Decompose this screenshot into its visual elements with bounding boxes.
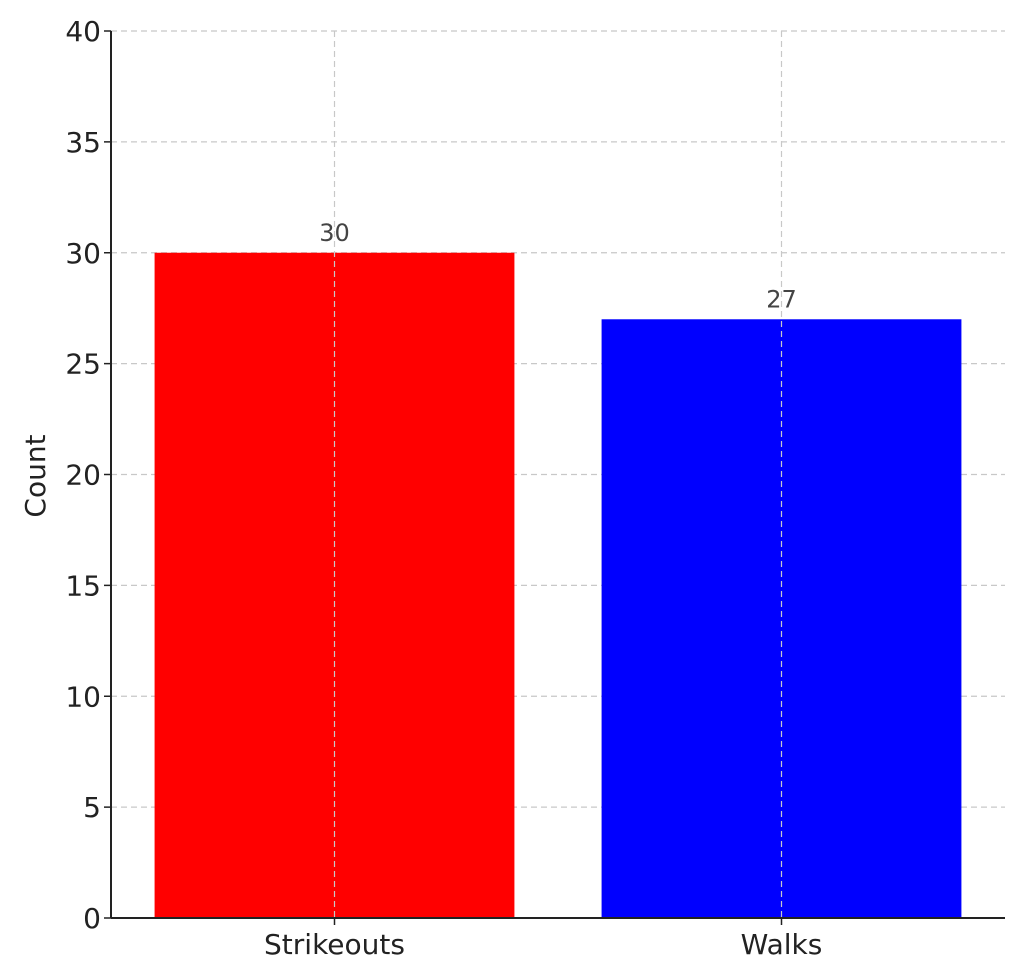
bar-walks — [601, 319, 962, 918]
bar-value-label: 27 — [766, 285, 797, 313]
y-tick-label: 25 — [65, 348, 101, 381]
bars — [154, 252, 962, 918]
data-labels: 30 27 — [319, 31, 797, 918]
y-tick-label: 5 — [83, 791, 101, 824]
y-tick-label: 30 — [65, 237, 101, 270]
y-tick-label: 0 — [83, 902, 101, 935]
y-tick-label: 15 — [65, 569, 101, 602]
y-tick-label: 20 — [65, 459, 101, 492]
x-tick-label: Strikeouts — [264, 928, 405, 961]
x-tick-label: Walks — [741, 928, 823, 961]
y-ticks: 0 5 10 15 20 25 30 35 40 — [65, 15, 111, 935]
y-axis-title: Count — [19, 434, 52, 517]
y-tick-label: 40 — [65, 15, 101, 48]
x-ticks: Strikeouts Walks — [264, 918, 822, 961]
bar-value-label: 30 — [319, 219, 350, 247]
y-tick-label: 10 — [65, 680, 101, 713]
y-tick-label: 35 — [65, 126, 101, 159]
